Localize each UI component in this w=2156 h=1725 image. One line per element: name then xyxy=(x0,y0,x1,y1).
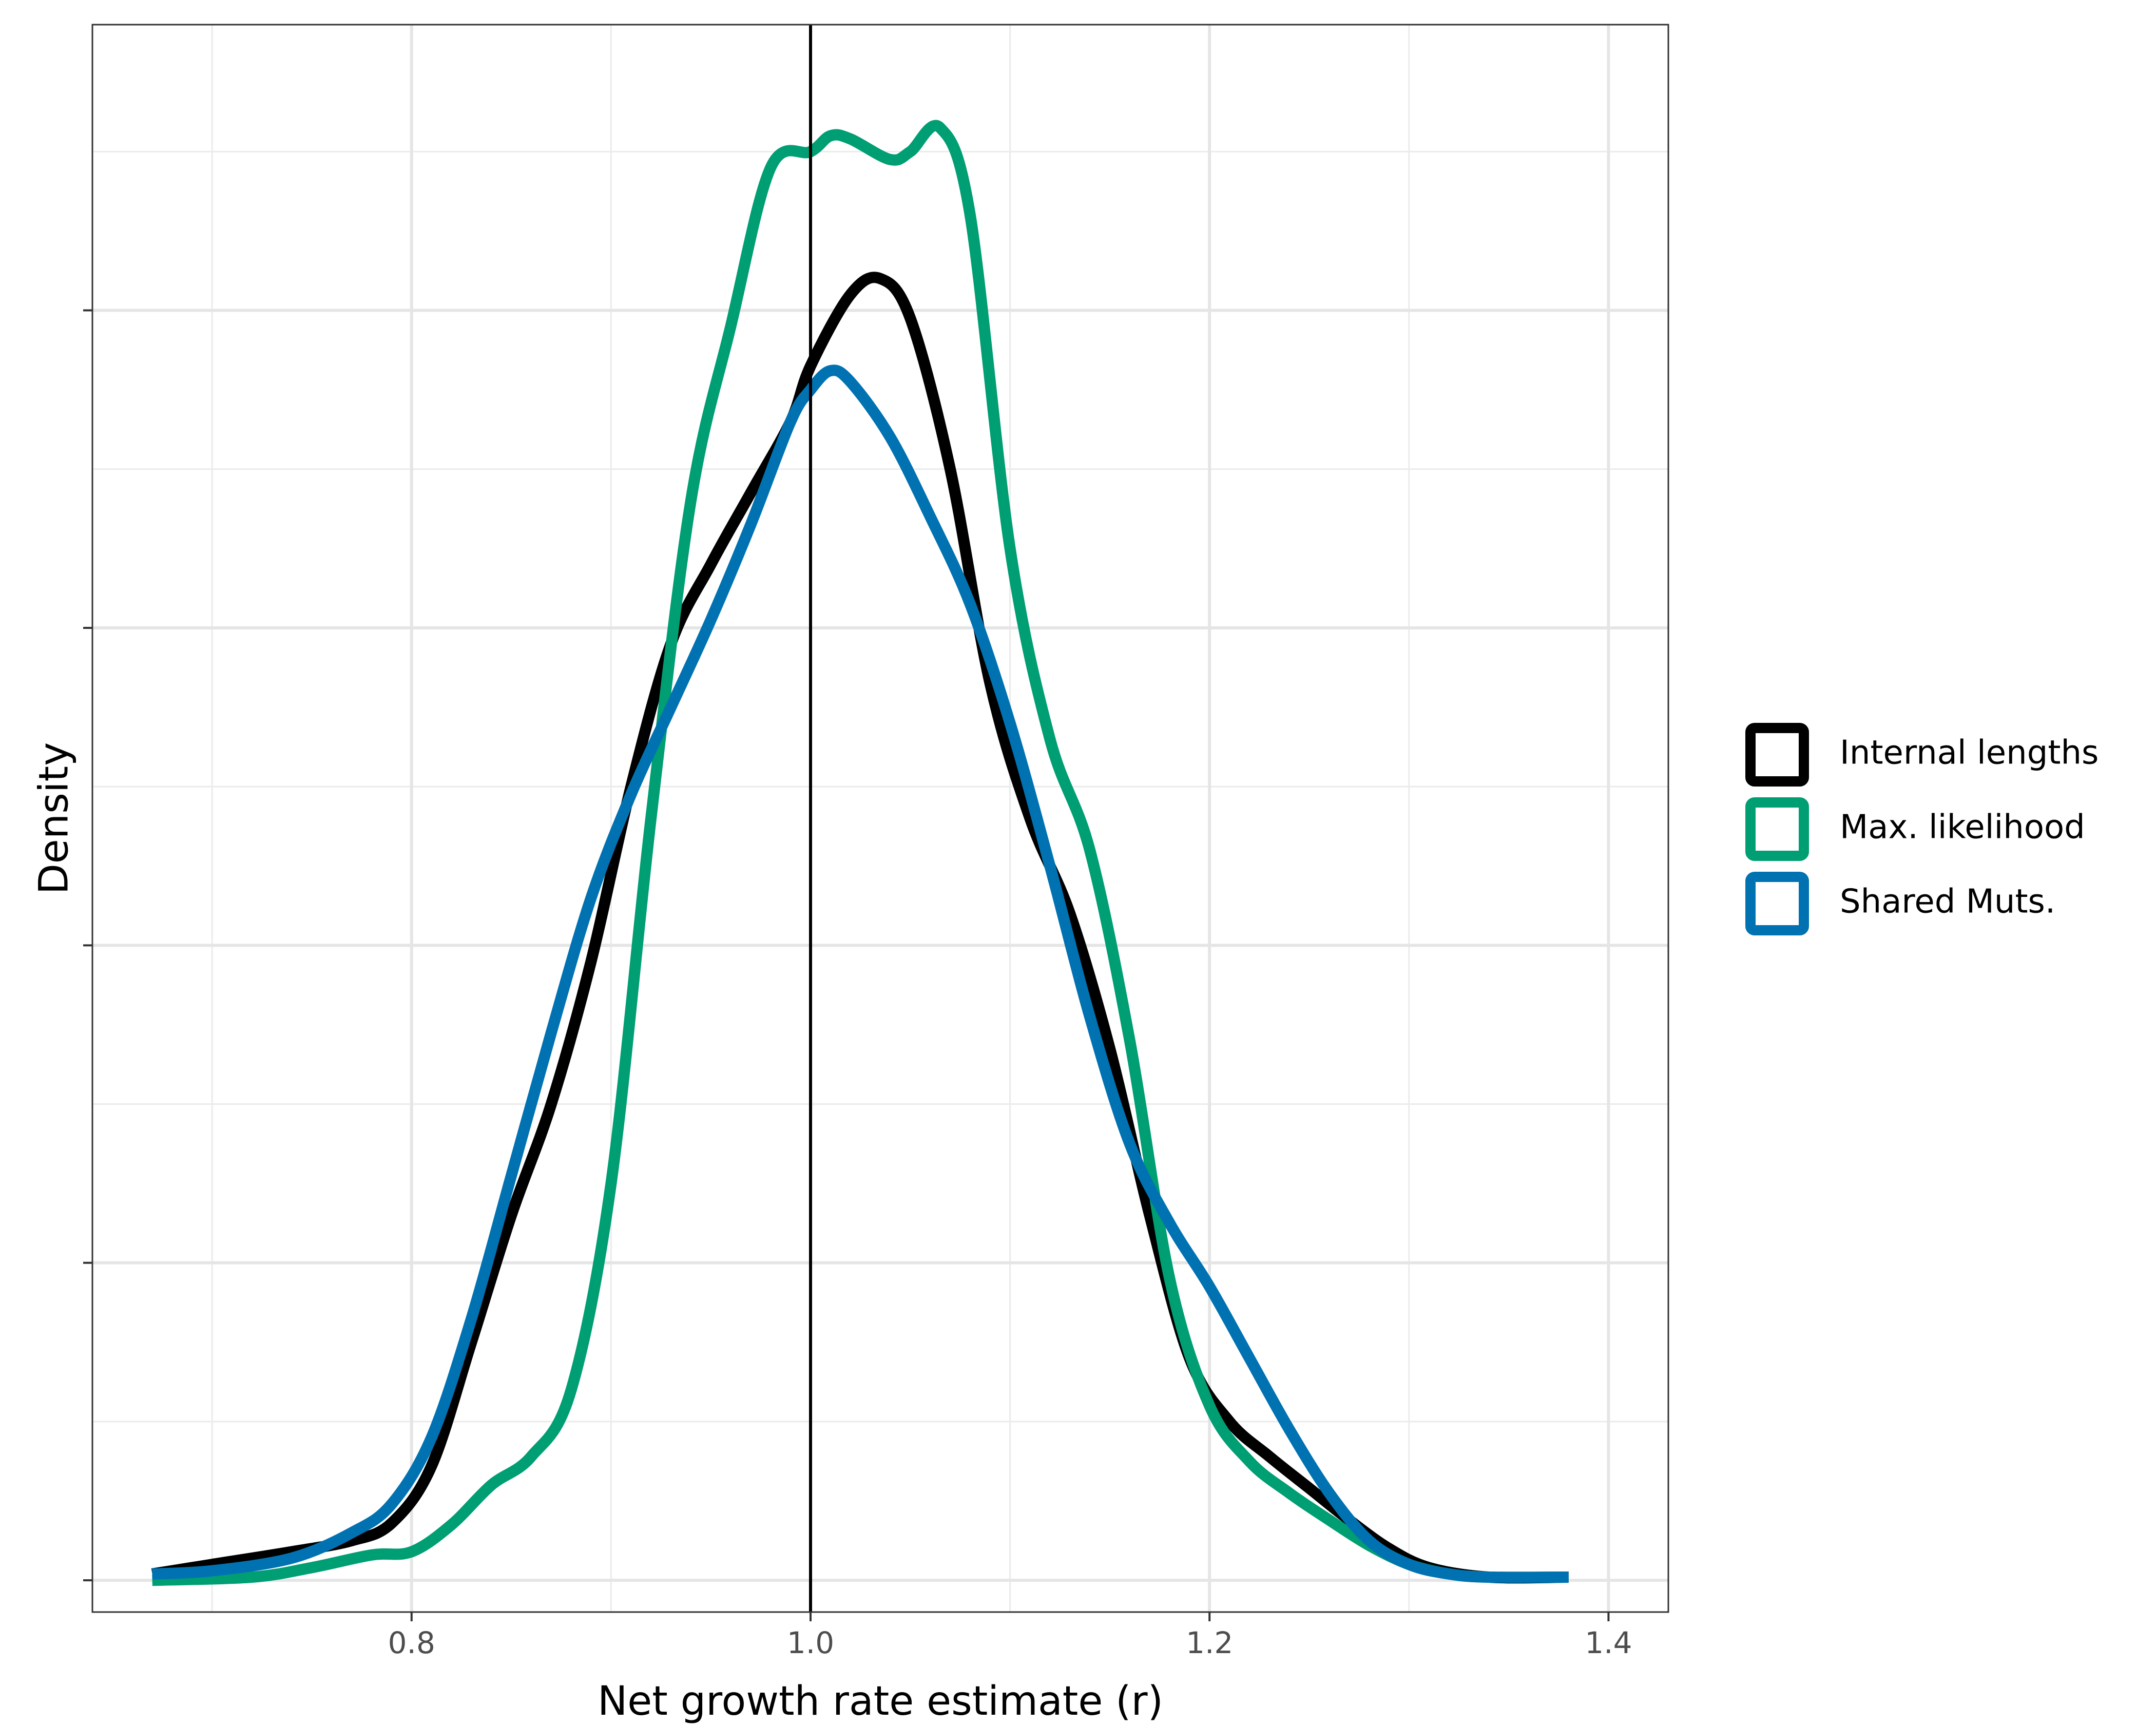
legend-label-internal-lengths: Internal lengths xyxy=(1840,734,2099,772)
series-line-internal-lengths xyxy=(151,272,1569,1584)
legend-label-shared-muts: Shared Muts. xyxy=(1840,883,2055,921)
legend: Internal lengths Max. likelihood Shared Mu… xyxy=(1745,723,2099,935)
x-tick-label: 0.8 xyxy=(388,1625,435,1660)
y-axis-ticks xyxy=(83,309,92,1582)
x-tick-label: 1.0 xyxy=(787,1625,834,1660)
legend-key-max-likelihood xyxy=(1745,797,1809,861)
legend-label-max-likelihood: Max. likelihood xyxy=(1840,809,2085,847)
legend-key-internal-lengths xyxy=(1745,723,1809,787)
x-tick-label: 1.2 xyxy=(1186,1625,1233,1660)
x-tick-label: 1.4 xyxy=(1585,1625,1632,1660)
series-line-max-likelihood xyxy=(152,120,1569,1586)
x-axis-ticks: 0.8 1.0 1.2 1.4 xyxy=(388,1612,1632,1660)
x-axis-title: Net growth rate estimate (r) xyxy=(598,1678,1163,1724)
series-layer xyxy=(151,120,1569,1586)
panel-border xyxy=(91,24,1669,1613)
series-line-shared-muts xyxy=(152,365,1569,1583)
legend-key-shared-muts xyxy=(1745,872,1809,935)
y-axis-title: Density xyxy=(31,742,77,895)
